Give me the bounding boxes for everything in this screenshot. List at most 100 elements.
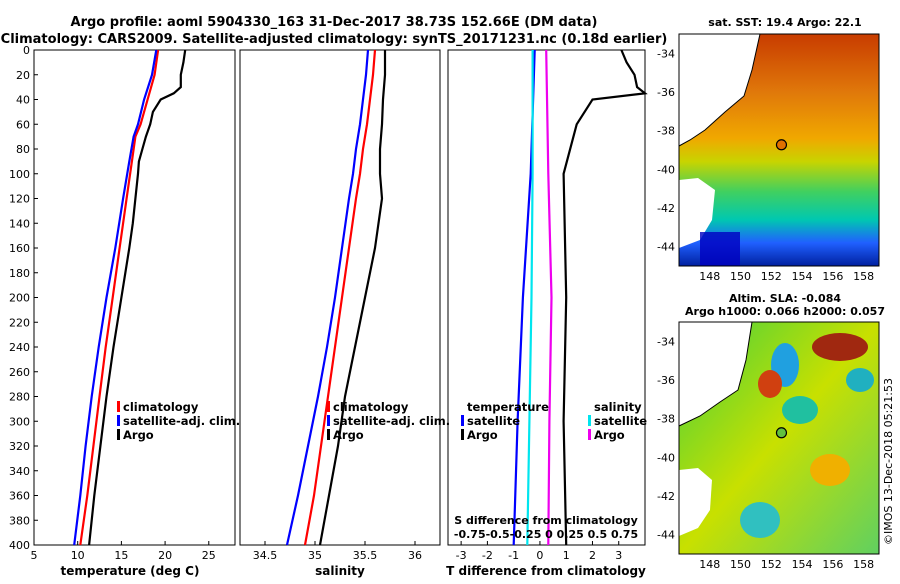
series-argo (318, 50, 387, 546)
legend-satellite: satellite-adj. clim. (123, 414, 240, 428)
series-s-argo (545, 49, 553, 546)
warm-eddy (812, 333, 868, 361)
series-s-satellite (526, 50, 534, 546)
series-climatology (303, 49, 377, 546)
lon-tick-label: 148 (699, 270, 720, 283)
legend-climatology: climatology (123, 400, 199, 414)
xtick-label: 35.5 (353, 549, 378, 562)
ytick-label: 20 (16, 69, 30, 82)
difference-xlabel: T difference from climatology (446, 564, 646, 578)
title-line-1: Argo profile: aoml 5904330_163 31-Dec-20… (71, 15, 598, 30)
sla-map-ticks: 148 150 152 154 156 158 -34 -36 -38 -40 -42 -44 (657, 335, 874, 571)
land-mask (679, 34, 760, 146)
ytick-label: 0 (23, 44, 30, 57)
s-difference-ticks: -0.75-0.5-0.25 0 0.25 0.5 0.75 (454, 528, 638, 541)
lat-tick-label: -34 (657, 335, 675, 348)
salinity-legend: climatology satellite-adj. clim. Argo (327, 400, 450, 442)
lat-tick-label: -36 (657, 374, 675, 387)
lon-tick-label: 156 (822, 270, 843, 283)
temperature-panel (33, 49, 236, 546)
lon-tick-label: 158 (853, 270, 874, 283)
legend-climatology: climatology (333, 400, 409, 414)
sst-map-ticks: 148 150 152 154 156 158 -34 -36 -38 -40 -42 -44 (657, 47, 874, 283)
difference-legend-salinity: salinity satellite Argo (588, 400, 647, 442)
lat-tick-label: -42 (657, 490, 675, 503)
legend-argo-swatch (117, 429, 120, 440)
xtick-label: -1 (508, 549, 519, 562)
cold-eddy (740, 502, 780, 538)
legend-header-salinity: salinity (594, 400, 642, 414)
ytick-label: 200 (9, 292, 30, 305)
legend-argo: Argo (333, 428, 364, 442)
difference-xticks: -3 -2 -1 0 1 2 3 (456, 541, 622, 562)
legend-S-satellite: satellite (594, 414, 647, 428)
argo-marker (775, 427, 788, 439)
ytick-label: 120 (9, 193, 30, 206)
lat-tick-label: -40 (657, 451, 675, 464)
legend-T-argo-swatch (461, 429, 464, 440)
series-satellite-adj-clim- (73, 49, 158, 546)
salinity-panel (239, 49, 441, 546)
sla-map-frame (678, 321, 880, 555)
ytick-label: 240 (9, 341, 30, 354)
lat-tick-label: -44 (657, 529, 675, 542)
series-argo (88, 49, 187, 546)
s-difference-label: S difference from climatology (454, 514, 638, 527)
lat-tick-label: -40 (657, 163, 675, 176)
argo-marker (775, 139, 788, 151)
series-satellite-adj-clim- (285, 49, 370, 546)
lat-tick-label: -38 (657, 125, 675, 138)
coastline (678, 33, 761, 147)
legend-T-argo: Argo (467, 428, 498, 442)
ytick-label: 100 (9, 168, 30, 181)
lon-tick-label: 148 (699, 558, 720, 571)
xtick-label: 36 (408, 549, 422, 562)
xtick-label: -3 (456, 549, 467, 562)
legend-T-satellite-swatch (461, 415, 464, 426)
legend-satellite-swatch (117, 415, 120, 426)
lon-tick-label: 152 (761, 558, 782, 571)
legend-argo: Argo (123, 428, 154, 442)
lon-tick-label: 150 (730, 270, 751, 283)
ytick-label: 360 (9, 490, 30, 503)
xtick-label: 0 (536, 549, 543, 562)
lat-tick-label: -38 (657, 413, 675, 426)
legend-climatology-swatch (327, 401, 330, 412)
legend-climatology-swatch (117, 401, 120, 412)
lat-tick-label: -44 (657, 241, 675, 254)
xtick-label: 15 (114, 549, 128, 562)
lat-tick-label: -34 (657, 47, 675, 60)
difference-lines (512, 49, 648, 546)
lon-tick-label: 158 (853, 558, 874, 571)
depth-axis: 0 20 40 60 80 100 120 140 160 180 200 220 240 260 280 3… (9, 44, 38, 552)
xtick-label: 3 (615, 549, 622, 562)
ytick-label: 220 (9, 316, 30, 329)
sla-map-title: Altim. SLA: -0.084 (729, 292, 841, 305)
xtick-label: 25 (202, 549, 216, 562)
xtick-label: 10 (71, 549, 85, 562)
cold-eddy (782, 396, 818, 424)
legend-satellite-swatch (327, 415, 330, 426)
temperature-lines (73, 49, 187, 546)
land-mask (679, 322, 752, 426)
xtick-label: 2 (589, 549, 596, 562)
legend-T-satellite: satellite (467, 414, 520, 428)
ytick-label: 160 (9, 242, 30, 255)
lat-tick-label: -36 (657, 86, 675, 99)
series-climatology (79, 49, 160, 546)
sst-map-title: sat. SST: 19.4 Argo: 22.1 (708, 16, 861, 29)
title-line-2: Climatology: CARS2009. Satellite-adjuste… (1, 32, 668, 47)
temperature-xticks: 5 10 15 20 25 (31, 541, 216, 562)
legend-argo-swatch (327, 429, 330, 440)
coastline (678, 321, 753, 427)
xtick-label: 5 (31, 549, 38, 562)
ytick-label: 40 (16, 94, 30, 107)
ytick-label: 320 (9, 440, 30, 453)
ytick-label: 180 (9, 267, 30, 280)
ytick-label: 380 (9, 514, 30, 527)
legend-S-satellite-swatch (588, 415, 591, 426)
ytick-label: 300 (9, 415, 30, 428)
land-mask-tasmania (679, 468, 712, 536)
salinity-xlabel: salinity (315, 564, 365, 578)
xtick-label: -2 (482, 549, 493, 562)
